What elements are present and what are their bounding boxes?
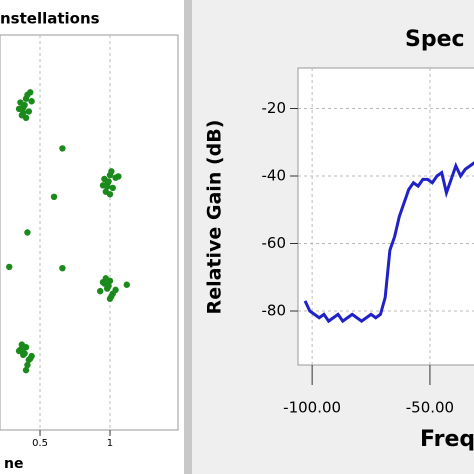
point [20, 109, 27, 116]
point [21, 101, 28, 109]
point [106, 191, 114, 198]
y-tick-label: -80 [262, 302, 287, 320]
point [106, 295, 114, 302]
x-axis-label: ne [4, 456, 23, 472]
point [99, 278, 107, 286]
x-tick-label: 0.5 [32, 438, 48, 449]
point [59, 264, 66, 272]
x-axis-label: Freq [420, 427, 474, 452]
point [103, 183, 111, 190]
point [22, 366, 30, 374]
point [24, 229, 31, 236]
point [105, 178, 112, 185]
point [96, 287, 104, 295]
chart-title: Spec [405, 27, 465, 52]
y-tick-label: -60 [262, 234, 287, 252]
point [50, 193, 58, 201]
x-tick-label: -50.00 [406, 399, 454, 417]
point [15, 105, 23, 113]
panel-title: nstellations [0, 10, 100, 28]
splitter [184, 0, 192, 474]
y-tick-label: -40 [262, 167, 287, 185]
x-tick-label: 1 [107, 438, 113, 449]
point [6, 263, 13, 271]
point [105, 282, 112, 290]
point [109, 184, 116, 192]
point [123, 281, 130, 288]
right-plot [297, 67, 474, 366]
point [108, 168, 115, 175]
point [28, 98, 35, 105]
point [59, 145, 66, 152]
point [27, 89, 34, 96]
x-tick-label: -100.00 [283, 399, 341, 417]
series-line [303, 161, 474, 324]
point [25, 108, 33, 115]
y-axis-label: Relative Gain (dB) [204, 120, 226, 315]
point [18, 341, 26, 348]
point [22, 114, 30, 122]
point [112, 286, 119, 294]
point [115, 173, 122, 180]
y-tick-label: -20 [262, 99, 287, 117]
point [27, 355, 34, 362]
point [20, 349, 27, 356]
point [24, 361, 31, 369]
